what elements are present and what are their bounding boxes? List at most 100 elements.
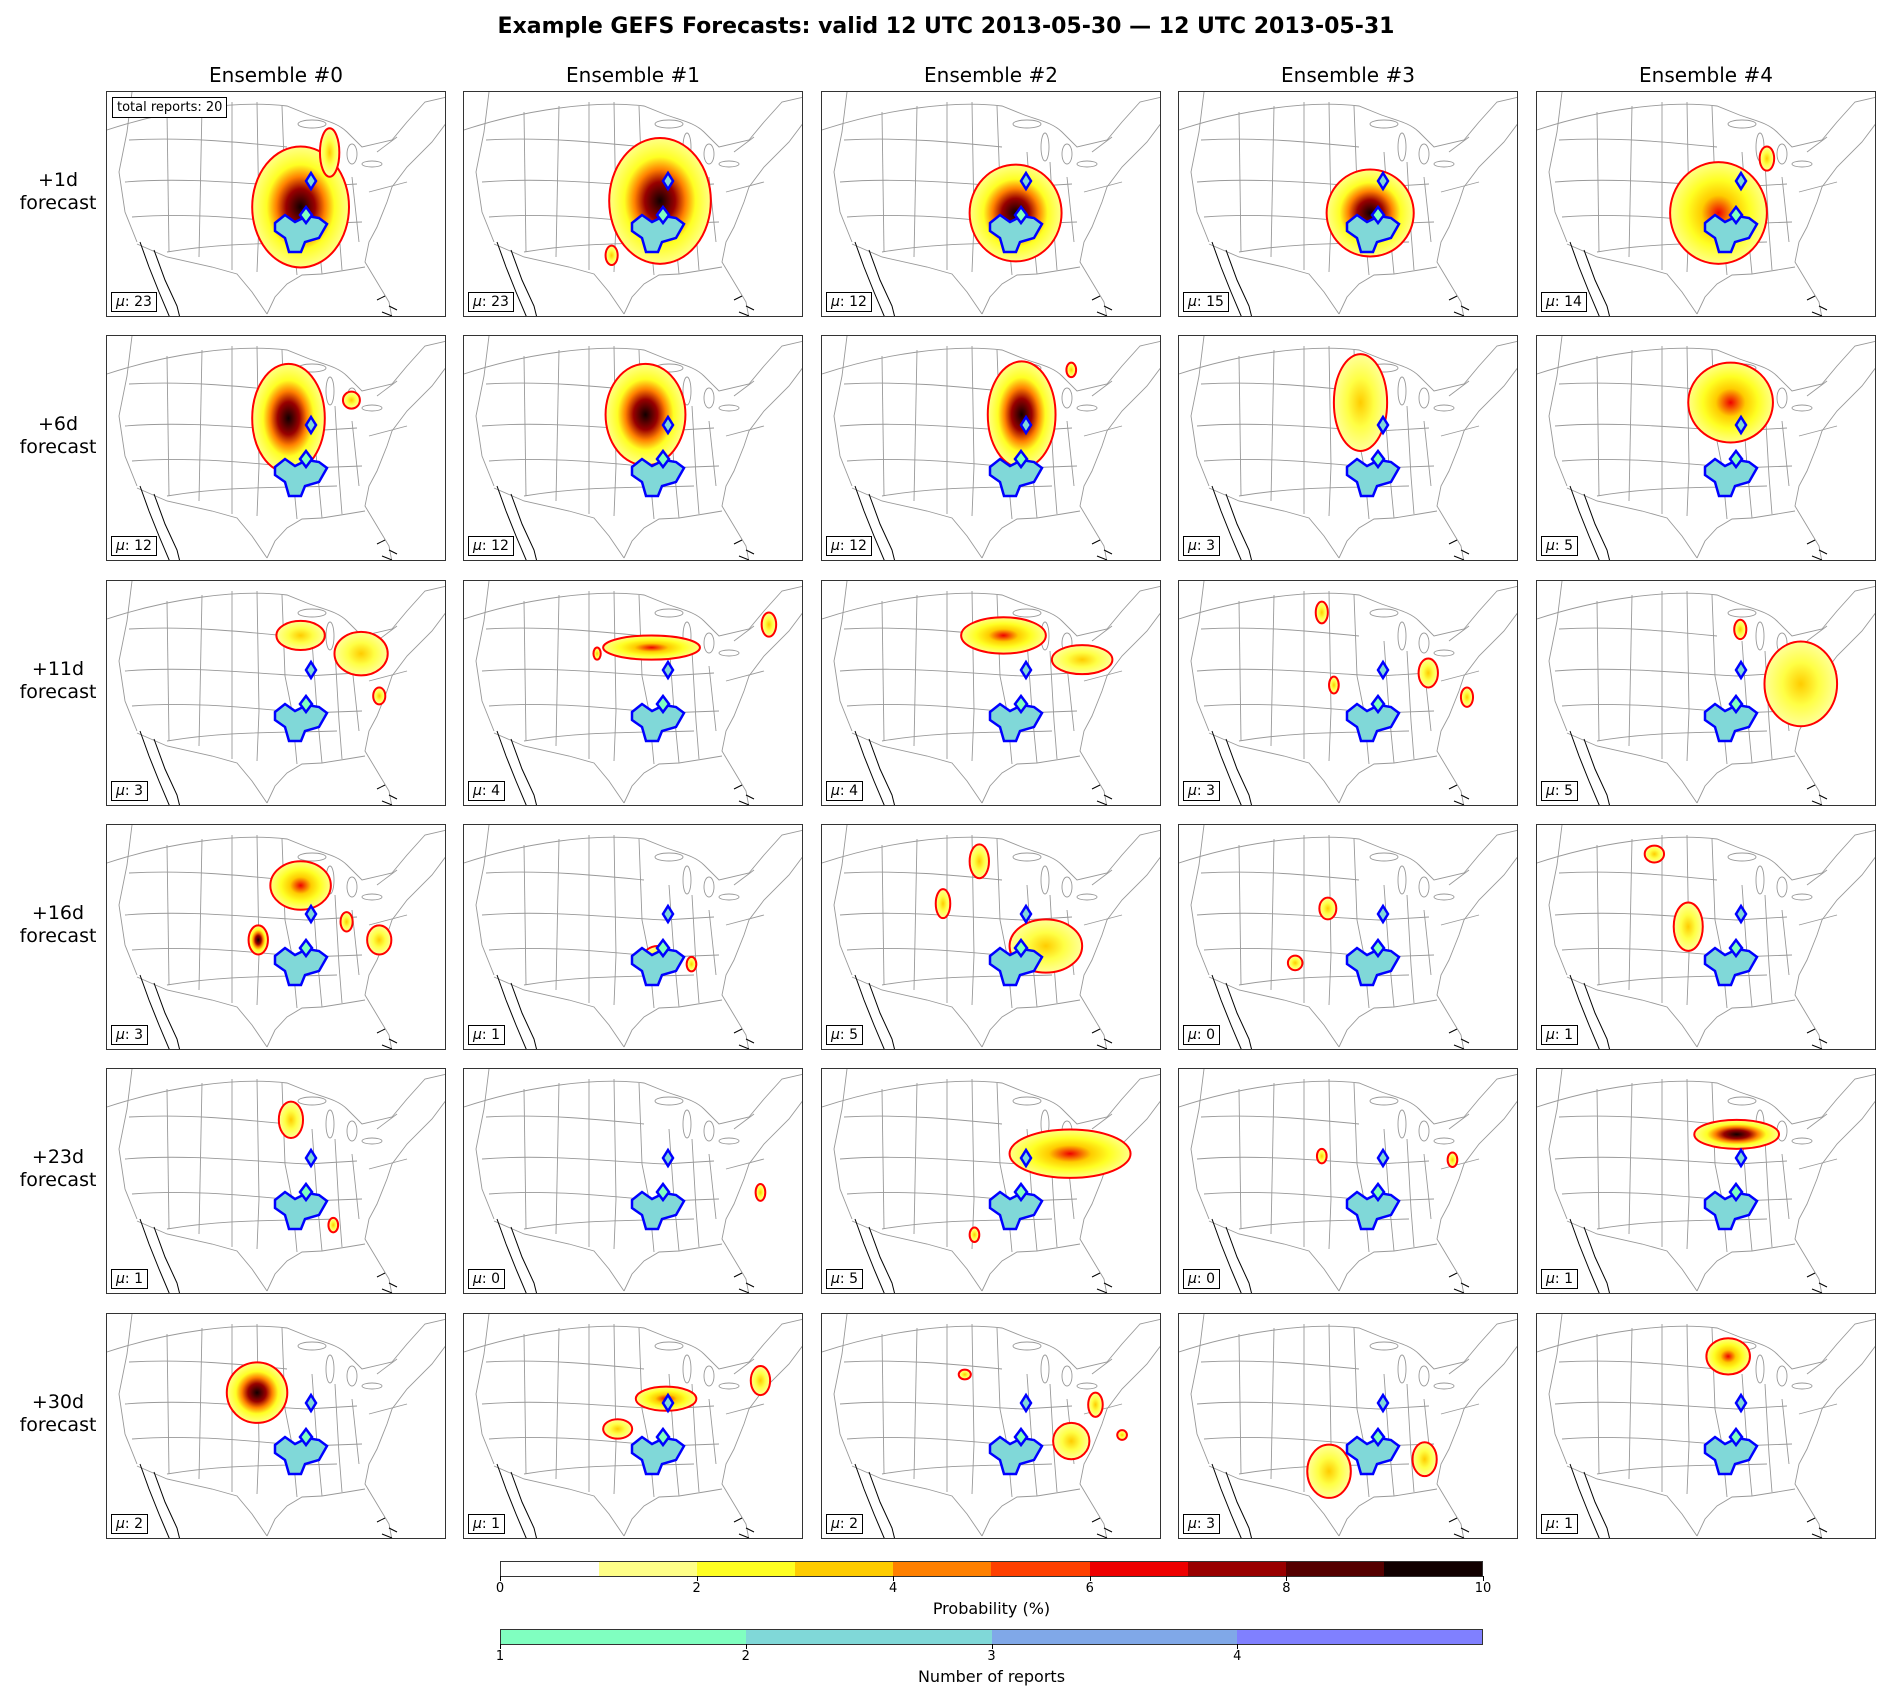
row-lead: +6d	[37, 413, 79, 435]
observed-reports-region	[1703, 1393, 1759, 1476]
us-map	[107, 336, 445, 560]
mu-sep: :	[481, 1271, 492, 1287]
mu-sep: :	[481, 783, 492, 799]
mu-symbol: μ	[473, 294, 482, 310]
colorbar-tick-label: 3	[987, 1649, 996, 1664]
mu-value: 3	[134, 1027, 144, 1043]
mu-sep: :	[1196, 1516, 1207, 1532]
map-panel-row1-ens3: μ: 3	[1178, 335, 1518, 561]
forecast-probability-region	[604, 362, 687, 467]
mu-sep: :	[124, 538, 135, 554]
mu-symbol: μ	[1188, 783, 1197, 799]
map-panel-row1-ens2: μ: 12	[821, 335, 1161, 561]
observed-reports-region	[630, 904, 686, 987]
forecast-probability-region	[277, 1100, 305, 1139]
map-panel-row4-ens4: μ: 1	[1536, 1068, 1876, 1294]
mu-value: 12	[849, 538, 867, 554]
us-map	[1537, 336, 1875, 560]
forecast-probability-region	[333, 630, 389, 677]
mu-symbol: μ	[1188, 1027, 1197, 1043]
mu-sep: :	[1196, 294, 1207, 310]
colorbar-tick-mark	[893, 1576, 895, 1581]
probability-colorbar	[500, 1561, 1483, 1577]
row-label: +23d forecast	[8, 1146, 108, 1192]
mu-sep: :	[1554, 1271, 1565, 1287]
mu-label: μ: 1	[468, 1025, 506, 1045]
total-reports-label: total reports: 20	[112, 97, 228, 118]
row-label: +6d forecast	[8, 413, 108, 459]
forecast-probability-region	[275, 619, 326, 651]
forecast-probability-region	[1286, 954, 1304, 972]
us-map	[1179, 92, 1517, 316]
us-map	[1537, 1314, 1875, 1538]
forecast-probability-region	[341, 390, 361, 410]
mu-value: 0	[491, 1271, 501, 1287]
map-panel-row0-ens3: μ: 15	[1178, 91, 1518, 317]
mu-sep: :	[124, 783, 135, 799]
colorbar-tick-mark	[696, 1576, 698, 1581]
mu-sep: :	[1554, 294, 1565, 310]
us-map	[107, 92, 445, 316]
mu-label: μ: 5	[826, 1269, 864, 1289]
map-panel-row5-ens3: μ: 3	[1178, 1313, 1518, 1539]
us-map	[1179, 1314, 1517, 1538]
mu-sep: :	[1196, 1271, 1207, 1287]
row-lead: +30d	[31, 1391, 85, 1413]
mu-label: μ: 4	[468, 781, 506, 801]
mu-symbol: μ	[1546, 294, 1555, 310]
colorbar-segment	[501, 1562, 600, 1576]
forecast-probability-region	[1087, 1391, 1104, 1418]
forecast-probability-region	[1758, 145, 1776, 172]
mu-value: 5	[1564, 538, 1574, 554]
row-lead: +1d	[37, 169, 79, 191]
mu-symbol: μ	[473, 783, 482, 799]
mu-value: 12	[849, 294, 867, 310]
column-header-ensemble-2: Ensemble #2	[924, 63, 1058, 87]
mu-sep: :	[124, 1027, 135, 1043]
us-map	[107, 1314, 445, 1538]
mu-value: 2	[849, 1516, 859, 1532]
mu-label: μ: 15	[1183, 292, 1229, 312]
colorbar-tick-mark	[745, 1644, 747, 1649]
forecast-probability-region	[602, 1418, 634, 1440]
colorbar-segment	[697, 1562, 796, 1576]
forecast-probability-region	[1459, 686, 1475, 708]
mu-symbol: μ	[831, 1516, 840, 1532]
map-panel-row1-ens4: μ: 5	[1536, 335, 1876, 561]
observed-reports-region	[1703, 660, 1759, 743]
forecast-probability-region	[960, 616, 1047, 655]
mu-sep: :	[839, 294, 850, 310]
us-map	[822, 581, 1160, 805]
forecast-probability-region	[1008, 1128, 1132, 1179]
mu-symbol: μ	[473, 538, 482, 554]
forecast-probability-region	[366, 924, 393, 956]
us-map	[464, 92, 802, 316]
forecast-probability-region	[602, 634, 701, 661]
row-lead: +11d	[31, 658, 85, 680]
mu-symbol: μ	[1546, 1027, 1555, 1043]
forecast-probability-region	[1693, 1118, 1780, 1150]
mu-symbol: μ	[1188, 538, 1197, 554]
map-panel-row1-ens1: μ: 12	[463, 335, 803, 561]
forecast-probability-region	[1050, 644, 1114, 676]
mu-sep: :	[124, 294, 135, 310]
mu-label: μ: 2	[826, 1514, 864, 1534]
map-panel-row2-ens4: μ: 5	[1536, 580, 1876, 806]
mu-label: μ: 5	[826, 1025, 864, 1045]
mu-value: 1	[491, 1027, 501, 1043]
mu-value: 5	[1564, 783, 1574, 799]
row-suffix: forecast	[19, 1414, 97, 1436]
column-header-ensemble-0: Ensemble #0	[209, 63, 343, 87]
reports-colorbar	[500, 1629, 1483, 1645]
map-panel-row1-ens0: μ: 12	[106, 335, 446, 561]
mu-value: 1	[491, 1516, 501, 1532]
map-panel-row2-ens3: μ: 3	[1178, 580, 1518, 806]
row-label: +11d forecast	[8, 658, 108, 704]
forecast-probability-region	[1411, 1441, 1438, 1478]
forecast-probability-region	[225, 1361, 289, 1424]
map-panel-row4-ens3: μ: 0	[1178, 1068, 1518, 1294]
mu-value: 14	[1564, 294, 1582, 310]
observed-reports-region	[1345, 904, 1401, 987]
mu-label: μ: 1	[111, 1269, 149, 1289]
map-panel-row2-ens2: μ: 4	[821, 580, 1161, 806]
